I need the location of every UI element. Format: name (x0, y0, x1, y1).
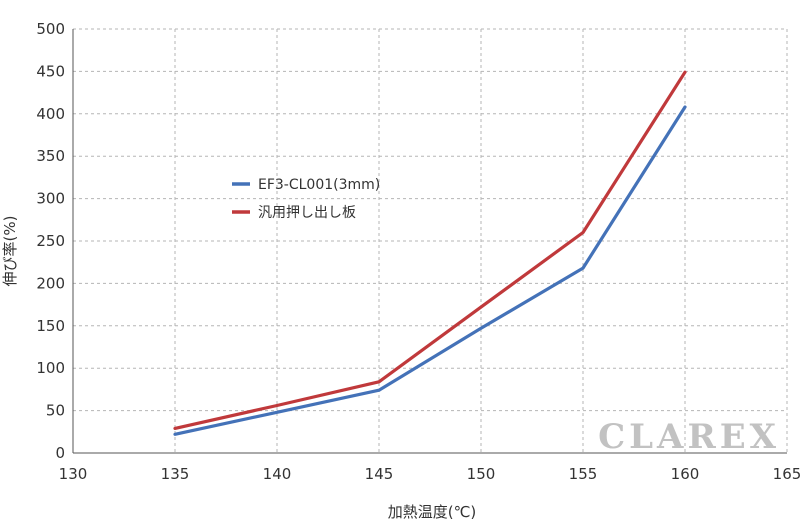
y-tick-label: 400 (36, 105, 65, 123)
grid-lines (73, 28, 788, 453)
x-tick-label: 160 (671, 465, 700, 483)
y-tick-label: 200 (36, 274, 65, 292)
x-tick-label: 140 (263, 465, 292, 483)
x-tick-label: 155 (569, 465, 598, 483)
axes (72, 29, 787, 454)
y-tick-label: 100 (36, 359, 65, 377)
x-tick-labels: 130 135 140 145 150 155 160 165 (59, 465, 801, 483)
x-tick-label: 165 (773, 465, 801, 483)
y-tick-label: 150 (36, 317, 65, 335)
y-tick-labels: 0 50 100 150 200 250 300 350 400 450 500 (36, 20, 65, 462)
y-tick-label: 0 (55, 444, 65, 462)
series-line-1 (173, 105, 687, 436)
y-tick-label: 350 (36, 147, 65, 165)
y-tick-label: 50 (46, 402, 65, 420)
y-axis-label: 伸び率(%) (1, 216, 19, 287)
y-tick-label: 250 (36, 232, 65, 250)
clarex-watermark: CLAREX (598, 417, 780, 457)
legend: EF3-CL001(3mm) 汎用押し出し板 (232, 177, 380, 221)
x-tick-label: 130 (59, 465, 88, 483)
series-lines (173, 70, 687, 436)
y-tick-label: 450 (36, 62, 65, 80)
series-line-2 (173, 70, 687, 430)
x-tick-label: 145 (365, 465, 394, 483)
x-tick-label: 135 (161, 465, 190, 483)
legend-label-2: 汎用押し出し板 (258, 205, 356, 221)
y-tick-label: 500 (36, 20, 65, 38)
x-tick-label: 150 (467, 465, 496, 483)
legend-label-1: EF3-CL001(3mm) (258, 177, 380, 193)
x-axis-label: 加熱温度(℃) (388, 503, 477, 521)
y-tick-label: 300 (36, 190, 65, 208)
